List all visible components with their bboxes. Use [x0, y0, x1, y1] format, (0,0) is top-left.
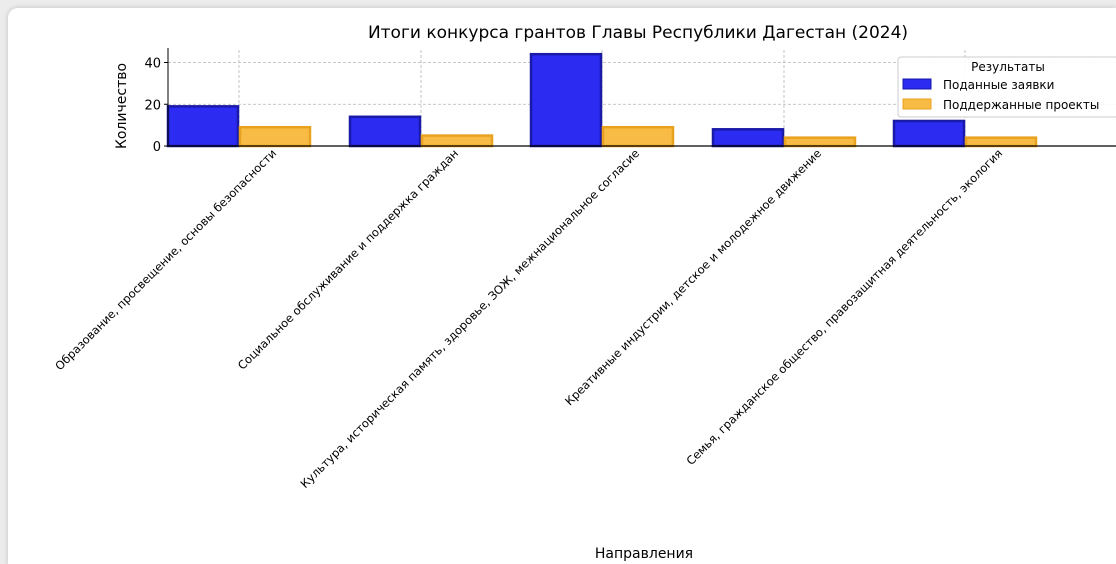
x-tick-label-1: Социальное обслуживание и поддержка граж…: [235, 146, 461, 372]
legend-label-supported: Поддержанные проекты: [943, 98, 1099, 112]
bar-submitted-1: [348, 115, 422, 148]
chart-window: Итоги конкурса грантов Главы Республики …: [8, 8, 1116, 564]
bar-submitted-2: [529, 52, 603, 148]
bar-supported-3: [783, 136, 857, 148]
bar-supported-4: [964, 136, 1038, 148]
x-tick-label-4: Семья, гражданское общество, правозащитн…: [683, 146, 1005, 468]
bar-supported-0: [238, 125, 312, 148]
bar-supported-2: [601, 125, 675, 148]
legend: Результаты Поданные заявки Поддержанные …: [897, 56, 1116, 118]
bar-submitted-4: [892, 119, 966, 148]
x-tick-label-2: Культура, историческая память, здоровье,…: [297, 146, 642, 491]
bar-chart: Итоги конкурса грантов Главы Республики …: [52, 23, 1116, 562]
y-tick-label-2: 40: [144, 57, 161, 72]
bar-submitted-0: [166, 105, 240, 148]
axes: [164, 48, 1116, 147]
legend-swatch-supported: [902, 98, 932, 110]
legend-label-submitted: Поданные заявки: [943, 78, 1054, 92]
bar-supported-1: [420, 134, 494, 148]
bar-submitted-3: [711, 128, 785, 148]
y-tick-label-0: 0: [153, 140, 161, 155]
chart-title: Итоги конкурса грантов Главы Республики …: [368, 23, 908, 43]
legend-swatch-submitted: [902, 78, 932, 90]
x-tick-label-0: Образование, просвещение, основы безопас…: [52, 146, 279, 373]
legend-box: [897, 56, 1116, 118]
x-axis-label: Направления: [595, 546, 693, 562]
y-axis-label: Количество: [114, 63, 130, 149]
bars: [166, 52, 1038, 148]
y-tick-label-1: 20: [144, 98, 161, 113]
legend-title: Результаты: [971, 60, 1045, 74]
